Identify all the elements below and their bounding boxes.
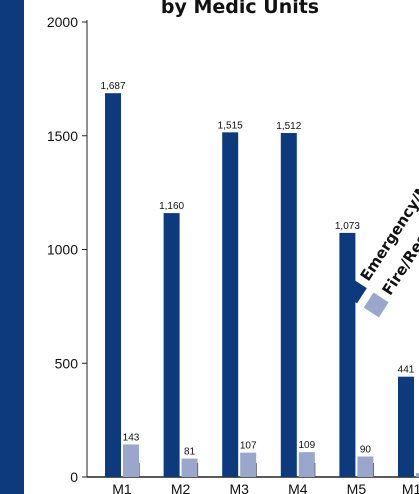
- data-label-M1-series0: 1,687: [100, 81, 125, 92]
- y-tick-label: 1500: [47, 128, 78, 144]
- bar-M11-series0: [398, 376, 414, 477]
- bar-M4-series0: [280, 133, 297, 477]
- data-label-M11-series0: 441: [398, 365, 415, 376]
- bars-layer: [105, 93, 419, 478]
- data-label-M2-series0: 1,160: [159, 201, 184, 212]
- bar-M2-series1: [181, 458, 198, 477]
- side-color-band: [0, 0, 24, 494]
- chart-title: by Medic Units: [160, 0, 320, 18]
- data-label-M3-series0: 1,515: [218, 120, 243, 131]
- legend-swatch-fire: [363, 292, 389, 318]
- x-category-label: M11: [402, 481, 419, 494]
- x-category-label: M2: [171, 481, 191, 494]
- data-label-M4-series0: 1,512: [276, 121, 301, 132]
- data-label-M1-series1: 143: [123, 432, 140, 443]
- bar-M2-series0: [163, 213, 180, 477]
- data-label-M5-series0: 1,073: [335, 221, 360, 232]
- y-tick-label: 500: [55, 355, 79, 371]
- bar-M3-series0: [222, 132, 239, 477]
- bar-M4-series1: [298, 452, 315, 477]
- y-tick-label: 1000: [47, 242, 78, 258]
- bar-M5-series0: [339, 232, 356, 477]
- x-category-label: M5: [347, 481, 367, 494]
- data-label-M2-series1: 81: [184, 447, 196, 458]
- bar-M1-series0: [105, 93, 121, 478]
- bar-M11-series1: [416, 473, 419, 477]
- axis-layer: 0 500 1000 1500 2000 M1 M2 M3 M4 M5 M11: [47, 14, 419, 494]
- data-label-M3-series1: 107: [240, 441, 257, 452]
- y-tick-label: 2000: [47, 14, 78, 30]
- bar-M3-series1: [240, 452, 257, 477]
- bar-M5-series1: [357, 456, 374, 477]
- data-label-M4-series1: 109: [298, 440, 315, 451]
- y-tick-label: 0: [70, 469, 78, 485]
- data-label-M5-series1: 90: [360, 445, 372, 456]
- x-category-label: M4: [288, 481, 308, 494]
- bar-M1-series1: [123, 444, 139, 477]
- x-category-label: M1: [112, 481, 132, 494]
- x-category-label: M3: [229, 481, 249, 494]
- legend-swatch-emergency: [341, 278, 367, 304]
